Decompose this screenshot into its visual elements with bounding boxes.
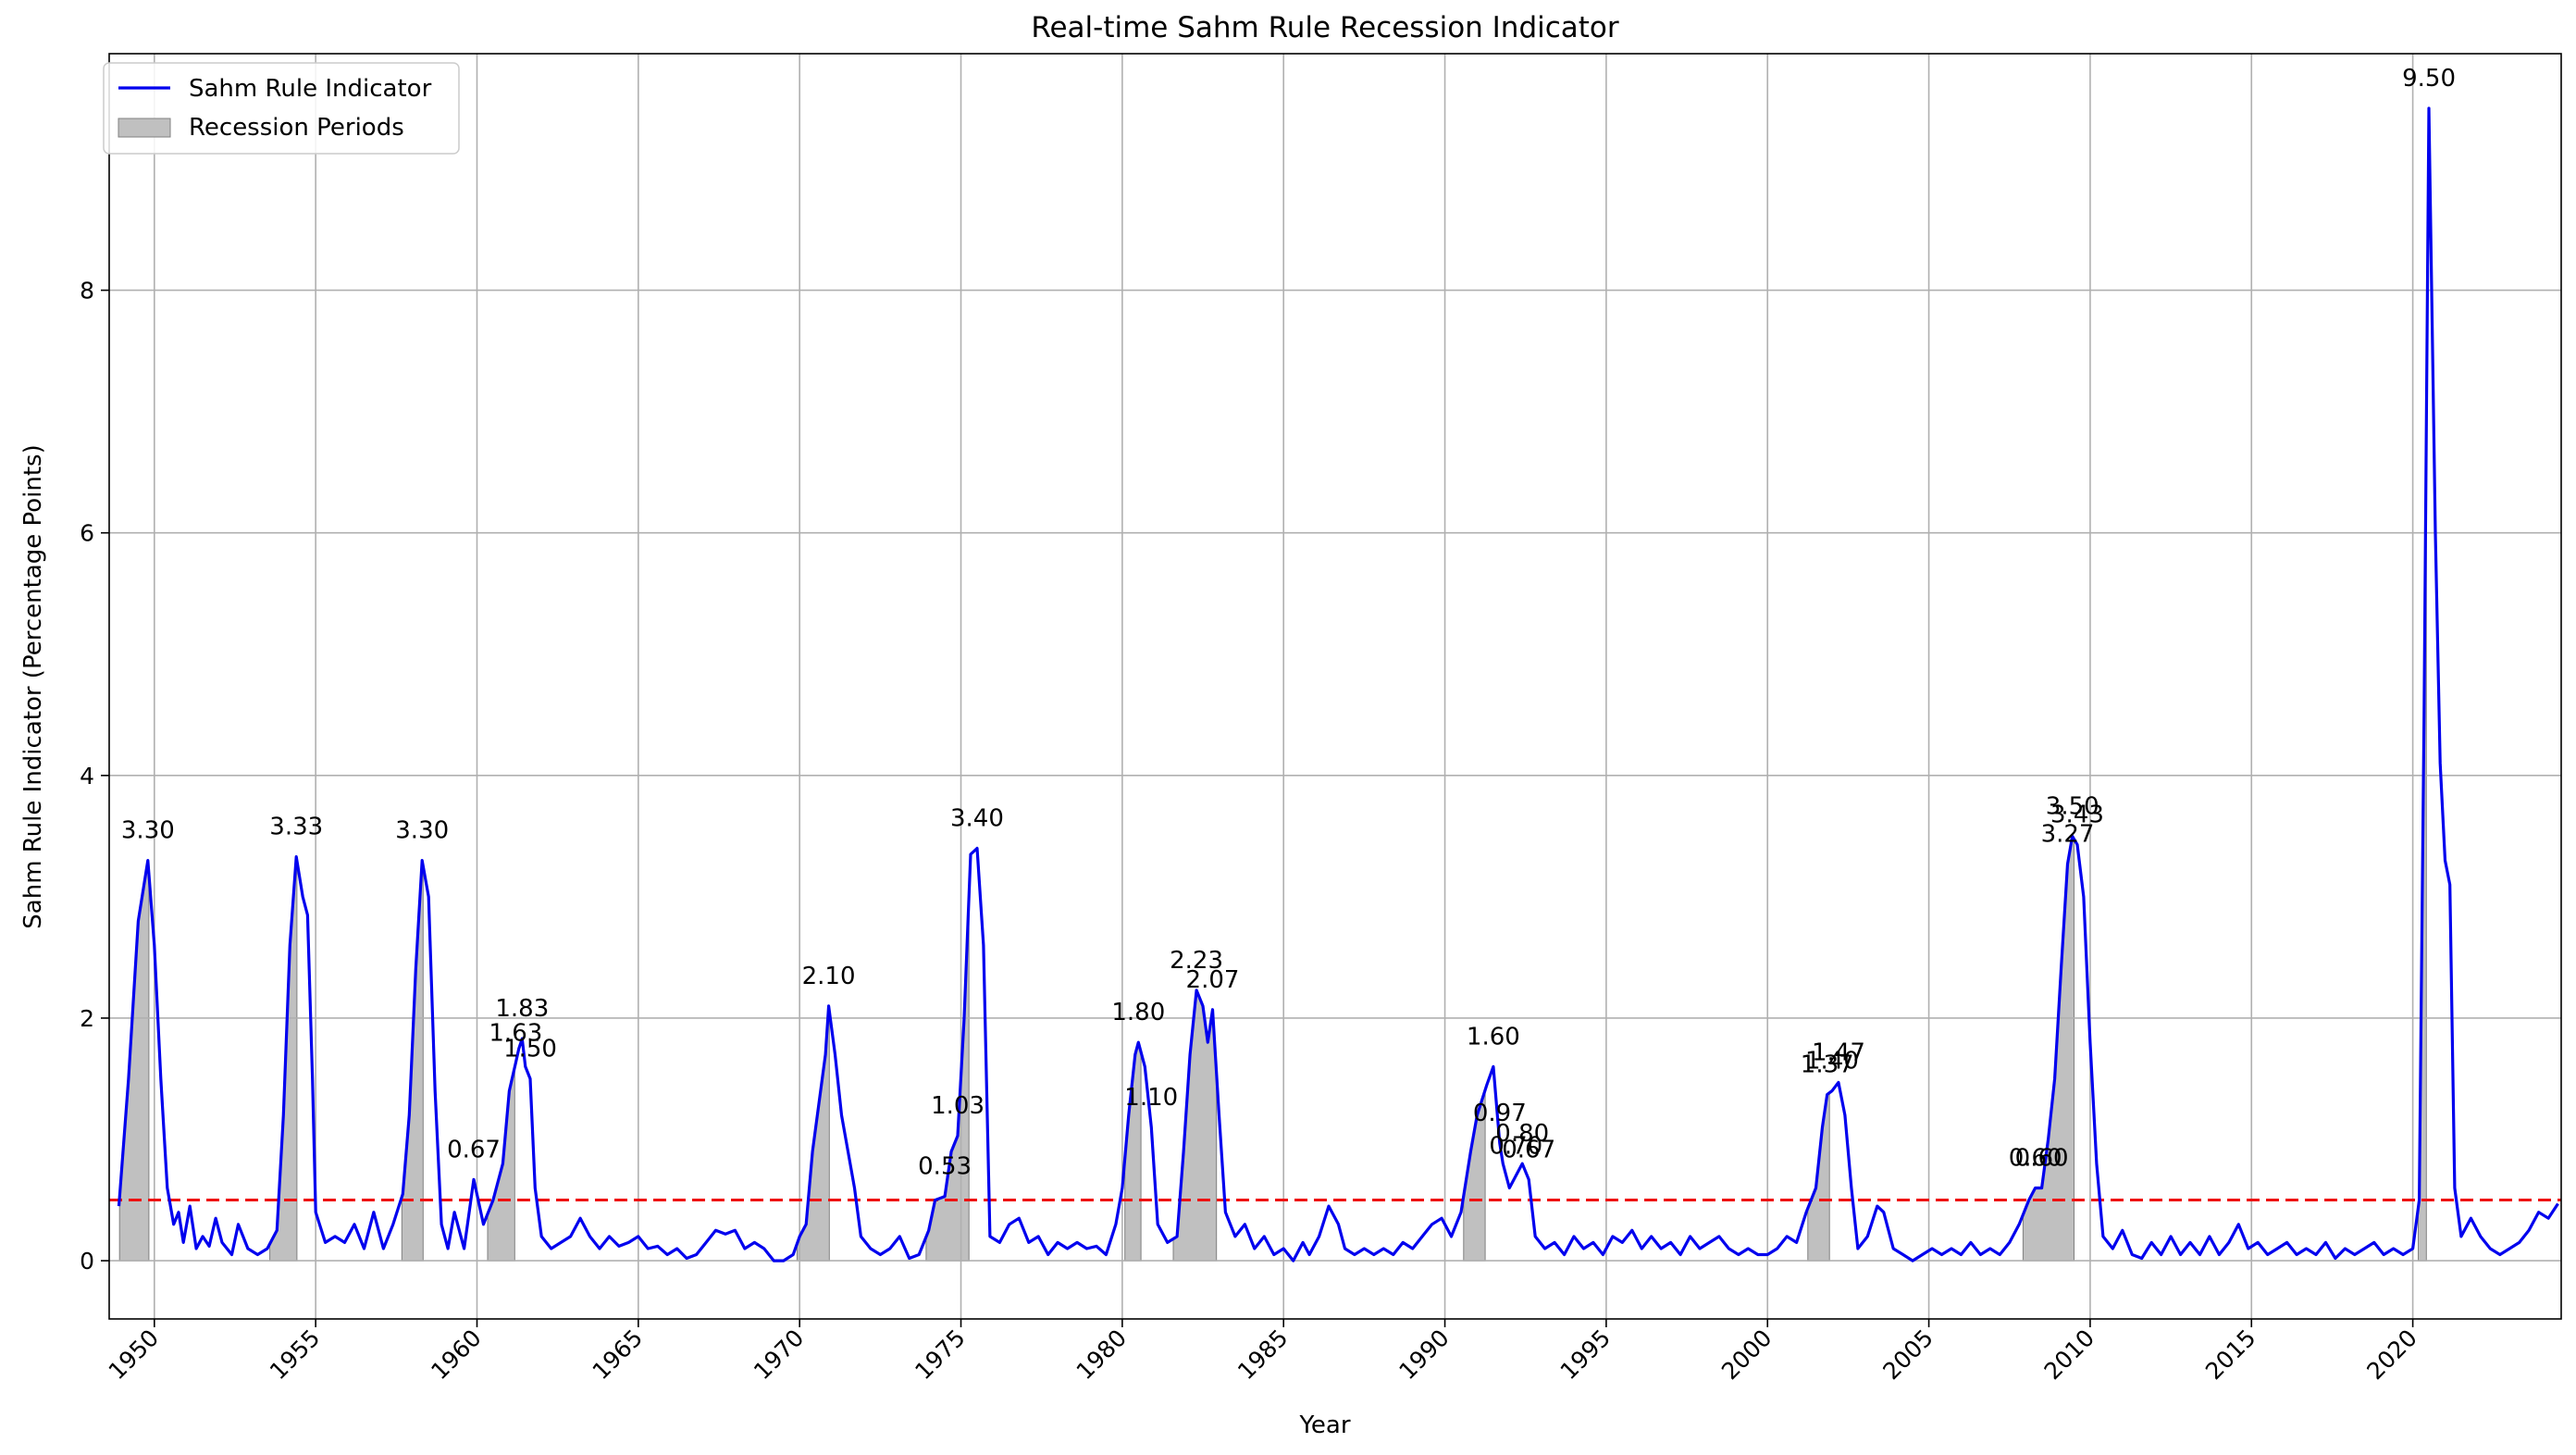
- data-label-23: 0.60: [2009, 1144, 2062, 1172]
- y-axis-ticks: 0 2 4 6 8: [80, 278, 109, 1275]
- data-label-3: 0.67: [447, 1136, 501, 1163]
- y-axis-label: Sahm Rule Indicator (Percentage Points): [19, 444, 47, 928]
- data-label-28: 9.50: [2402, 65, 2456, 93]
- data-label-22: 1.47: [1812, 1038, 1865, 1066]
- data-label-27: 3.43: [2050, 802, 2104, 829]
- y-tick-label-2: 2: [80, 1005, 94, 1032]
- sahm-indicator-line: [117, 106, 2559, 1262]
- data-label-0: 3.30: [121, 817, 175, 845]
- data-label-5: 1.83: [495, 995, 549, 1023]
- y-tick-label-4: 4: [80, 763, 94, 790]
- legend-box: [103, 62, 460, 155]
- y-tick-label-6: 6: [80, 520, 94, 547]
- legend-fill-swatch: [118, 118, 171, 138]
- data-label-6: 1.50: [503, 1035, 557, 1063]
- data-label-11: 1.80: [1111, 999, 1165, 1026]
- data-label-15: 1.60: [1467, 1023, 1520, 1051]
- plot-frame: [108, 53, 2562, 1320]
- data-label-2: 3.30: [395, 817, 449, 845]
- data-label-1: 3.33: [269, 814, 323, 841]
- data-label-10: 3.40: [950, 804, 1004, 832]
- data-label-24: 0.60: [2015, 1144, 2069, 1172]
- data-label-13: 2.23: [1170, 947, 1223, 975]
- data-label-8: 0.53: [918, 1153, 972, 1181]
- y-tick-label-0: 0: [80, 1248, 94, 1275]
- legend-label-recession: Recession Periods: [189, 114, 404, 142]
- data-label-25: 3.27: [2041, 821, 2095, 849]
- data-label-26: 3.50: [2046, 792, 2099, 820]
- data-label-21: 1.40: [1805, 1048, 1859, 1076]
- data-label-7: 2.10: [802, 963, 856, 990]
- data-label-16: 0.97: [1473, 1100, 1527, 1127]
- data-label-18: 0.80: [1495, 1120, 1549, 1148]
- y-tick-label-8: 8: [80, 278, 94, 305]
- legend-label-indicator: Sahm Rule Indicator: [189, 75, 432, 103]
- data-label-20: 1.37: [1801, 1051, 1854, 1079]
- legend: Sahm Rule Indicator Recession Periods: [103, 62, 460, 155]
- data-label-19: 0.67: [1502, 1136, 1555, 1163]
- data-labels: 3.30 3.33 3.30 0.67 1.631.83 1.50 2.10 0.53 1.03…: [121, 65, 2456, 1181]
- grid-lines: [109, 54, 2561, 1319]
- data-label-12: 1.10: [1124, 1084, 1178, 1112]
- data-label-17: 0.70: [1489, 1132, 1542, 1160]
- data-label-14: 2.07: [1186, 966, 1240, 994]
- x-axis-label: Year: [1298, 1411, 1350, 1439]
- chart-title: Real-time Sahm Rule Recession Indicator: [1031, 11, 1619, 44]
- data-label-4: 1.63: [489, 1019, 542, 1047]
- data-label-9: 1.03: [931, 1092, 985, 1120]
